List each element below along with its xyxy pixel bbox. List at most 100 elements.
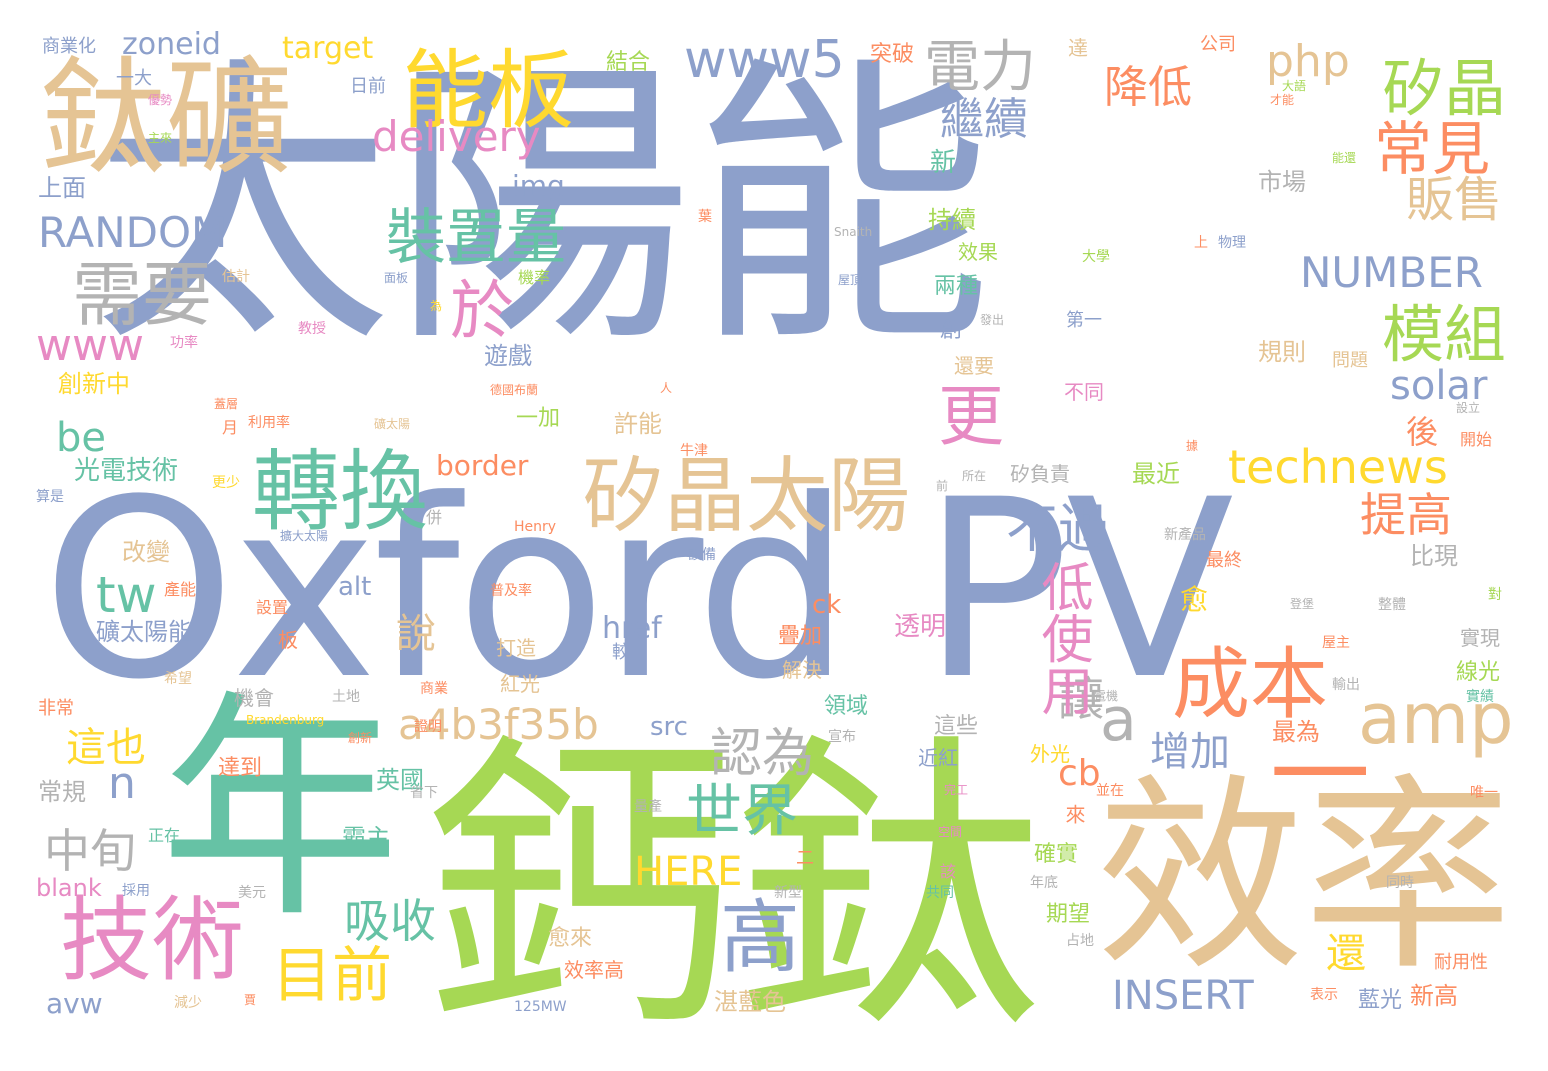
- word-src: src: [650, 712, 688, 742]
- word-www5: www5: [684, 30, 845, 90]
- word-waiguang: 外光: [1030, 742, 1070, 766]
- word-shebei: 設備: [688, 547, 716, 563]
- word-tongshi: 同時: [1386, 875, 1414, 891]
- word-chuang: 創: [940, 318, 963, 343]
- word-shangye: 商業: [420, 681, 448, 697]
- word-zuijin: 最近: [1132, 460, 1180, 488]
- word-wuzhu: 屋主: [1322, 635, 1350, 651]
- word-xingao: 新高: [1410, 982, 1458, 1010]
- word-changgui: 常規: [38, 778, 86, 806]
- word-brandenburg: Brandenburg: [246, 713, 325, 727]
- word-xifuze: 矽負責: [1010, 462, 1070, 486]
- word-suozai: 所在: [962, 469, 987, 483]
- word-alt: alt: [338, 572, 372, 602]
- word-zhexie: 這些: [934, 714, 979, 739]
- word-zhengzai: 正在: [148, 826, 181, 845]
- word-shangyehua: 商業化: [42, 36, 96, 57]
- word-xiaolv: 效率: [1096, 757, 1512, 999]
- word-pujilv: 普及率: [490, 583, 532, 599]
- word-jihui: 機會: [234, 686, 274, 710]
- word-hai: 還: [1326, 931, 1366, 977]
- word-number: NUMBER: [1300, 248, 1483, 297]
- word-xinchanpin: 新產品: [1164, 527, 1206, 543]
- word-zhongxun: 中旬: [44, 824, 136, 878]
- word-youxi: 遊戲: [484, 342, 532, 370]
- word-shuchu: 輸出: [1332, 677, 1360, 693]
- word-lai: 來: [1062, 804, 1086, 824]
- word-hou: 後: [1406, 413, 1439, 451]
- word-ck: ck: [812, 590, 842, 620]
- word-kaishi: 開始: [1460, 430, 1493, 449]
- word-da: 達: [1068, 36, 1088, 60]
- word-solar: solar: [1390, 363, 1488, 409]
- word-liangzhong: 兩種: [934, 274, 979, 299]
- word-shang: 上: [1194, 235, 1208, 251]
- word-xuneng: 許能: [614, 410, 662, 438]
- word-sheli: 設立: [1456, 401, 1481, 415]
- word-taikuang: 鈦礦: [40, 45, 292, 192]
- word-gaiceng: 蓋層: [214, 397, 239, 411]
- word-yingguo: 英國: [376, 766, 424, 794]
- word-lingyu: 領域: [824, 694, 869, 719]
- word-xinxing: 新型: [774, 885, 802, 901]
- word-diejia: 疊加: [778, 624, 823, 649]
- word-chuangxin: 創新: [348, 731, 373, 745]
- word-bingzai: 並在: [1096, 783, 1124, 799]
- word-guji: 估計: [222, 269, 250, 285]
- word-biaoshi: 表示: [1310, 987, 1338, 1003]
- word-zhengti: 整體: [1378, 597, 1406, 613]
- word-dayu: 大語: [1282, 79, 1307, 93]
- word-cb: cb: [1058, 753, 1101, 794]
- word-technews: technews: [1228, 440, 1448, 494]
- word-liangchan: 量產: [634, 799, 662, 815]
- word-shangmian: 上面: [38, 174, 86, 202]
- word-zhuangzhiliang: 裝置量: [386, 203, 566, 273]
- word-diyi: 第一: [1066, 310, 1102, 331]
- word-yu2: 愈: [1180, 583, 1209, 616]
- word-shuo: 說: [396, 611, 436, 657]
- word-muqian: 目前: [272, 941, 392, 1011]
- word-www: www: [36, 320, 144, 371]
- word-random: RANDOM: [38, 208, 228, 257]
- word-caineng: 才能: [1270, 93, 1295, 107]
- word-delivery: delivery: [372, 112, 541, 161]
- word-yu: 於: [450, 275, 514, 349]
- word-fachu: 發出: [980, 313, 1005, 327]
- word-jishu: 技術: [60, 887, 245, 994]
- word-daxue: 大學: [1082, 249, 1110, 265]
- word-jinhong: 近紅: [918, 746, 958, 770]
- word-rang: 讓: [1058, 672, 1104, 726]
- word-weiyi: 唯一: [1470, 785, 1498, 801]
- word-amp: amp: [1358, 678, 1514, 760]
- word-chengben: 成本: [1172, 640, 1329, 730]
- word-deguobulan: 德國布蘭: [490, 383, 539, 397]
- word-xijing: 矽晶: [1382, 52, 1507, 125]
- word-jiehe: 結合: [606, 50, 651, 75]
- word-jilv: 機率: [518, 268, 551, 287]
- word-zheye: 這也: [66, 725, 146, 771]
- word-qiwang: 期望: [1046, 902, 1091, 927]
- word-avw: avw: [46, 987, 103, 1020]
- word-buguo: 不過: [1006, 500, 1111, 560]
- word-kuangtaiyangneng: 礦太陽能: [96, 618, 192, 646]
- word-jiaoshou: 教授: [298, 321, 326, 337]
- word-bazhu: 霸主: [342, 824, 390, 852]
- word-jiejue: 解決: [782, 658, 822, 682]
- word-zoneid: zoneid: [122, 27, 221, 62]
- word-yijia: 一加: [516, 406, 561, 431]
- word-tigao: 提高: [1360, 488, 1452, 542]
- word-xuanbu: 宣布: [828, 729, 856, 745]
- word-channeng: 產能: [164, 580, 197, 599]
- word-liyonglv: 利用率: [248, 415, 290, 431]
- word-shengxia: 省下: [410, 785, 438, 801]
- word-feichang: 非常: [38, 698, 74, 719]
- word-target: target: [282, 31, 374, 66]
- word-er: 二: [796, 848, 814, 869]
- word-gai: 該: [940, 862, 957, 881]
- word-guize: 規則: [1258, 338, 1306, 366]
- word-xianguang: 線光: [1456, 660, 1501, 685]
- word-tudi: 土地: [332, 689, 360, 705]
- word-haiyao: 還要: [954, 354, 994, 378]
- word-dianji: 電機: [1094, 689, 1119, 703]
- word-chuangxinzhong: 創新中: [58, 370, 130, 398]
